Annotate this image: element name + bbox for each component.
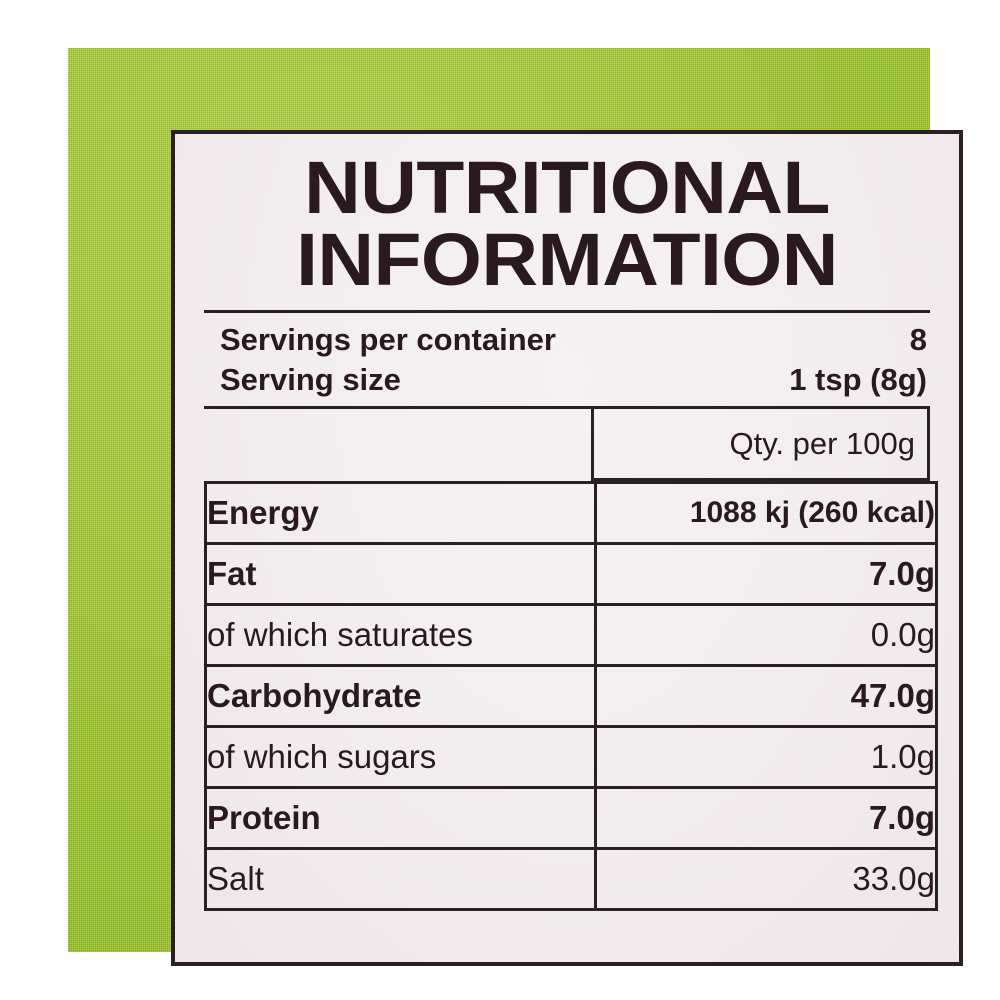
title-line-1: NUTRITIONAL: [304, 146, 830, 229]
nutrition-label-card: NUTRITIONAL INFORMATION Servings per con…: [171, 130, 963, 966]
nutrient-table-body: Energy 1088 kj (260 kcal) Fat 7.0g of which …: [204, 481, 938, 912]
servings-per-container-row: Servings per container 8: [204, 320, 930, 360]
nutrient-name: Protein: [204, 786, 597, 851]
nutrient-value: 7.0g: [594, 786, 938, 851]
serving-size-label: Serving size: [220, 361, 401, 397]
nutrient-value: 33.0g: [594, 847, 938, 912]
table-column-header-spacer: [204, 409, 591, 481]
servings-block: Servings per container 8 Serving size 1 …: [204, 309, 930, 410]
table-row: of which saturates 0.0g: [204, 603, 938, 668]
nutrient-name: Energy: [204, 481, 597, 546]
serving-size-value: 1 tsp (8g): [789, 361, 927, 397]
package-background: NUTRITIONAL INFORMATION Servings per con…: [68, 48, 963, 966]
nutrient-name: of which saturates: [204, 603, 597, 668]
nutrient-name: Fat: [204, 542, 597, 607]
table-row: Carbohydrate 47.0g: [204, 664, 938, 729]
serving-size-row: Serving size 1 tsp (8g): [204, 360, 930, 400]
nutrient-table: Energy 1088 kj (260 kcal) Fat 7.0g of which …: [204, 481, 938, 912]
nutrient-value: 0.0g: [594, 603, 938, 668]
table-row: Energy 1088 kj (260 kcal): [204, 481, 938, 546]
page-title: NUTRITIONAL INFORMATION: [204, 134, 930, 297]
nutrient-value: 7.0g: [594, 542, 938, 607]
table-column-header-quantity: Qty. per 100g: [591, 409, 930, 482]
table-row: Protein 7.0g: [204, 786, 938, 851]
nutrient-value: 47.0g: [594, 664, 938, 729]
servings-per-container-value: 8: [909, 321, 927, 357]
nutrient-name: of which sugars: [204, 725, 597, 790]
table-column-header-row: Qty. per 100g: [204, 409, 930, 482]
nutrient-name: Salt: [204, 847, 597, 912]
table-row: Salt 33.0g: [204, 847, 938, 912]
nutrient-value: 1.0g: [594, 725, 938, 790]
label-content: NUTRITIONAL INFORMATION Servings per con…: [175, 134, 959, 962]
table-row: of which sugars 1.0g: [204, 725, 938, 790]
table-row: Fat 7.0g: [204, 542, 938, 607]
servings-per-container-label: Servings per container: [220, 321, 556, 357]
nutrient-value: 1088 kj (260 kcal): [594, 481, 938, 546]
title-line-2: INFORMATION: [296, 217, 838, 301]
nutrient-name: Carbohydrate: [204, 664, 597, 729]
